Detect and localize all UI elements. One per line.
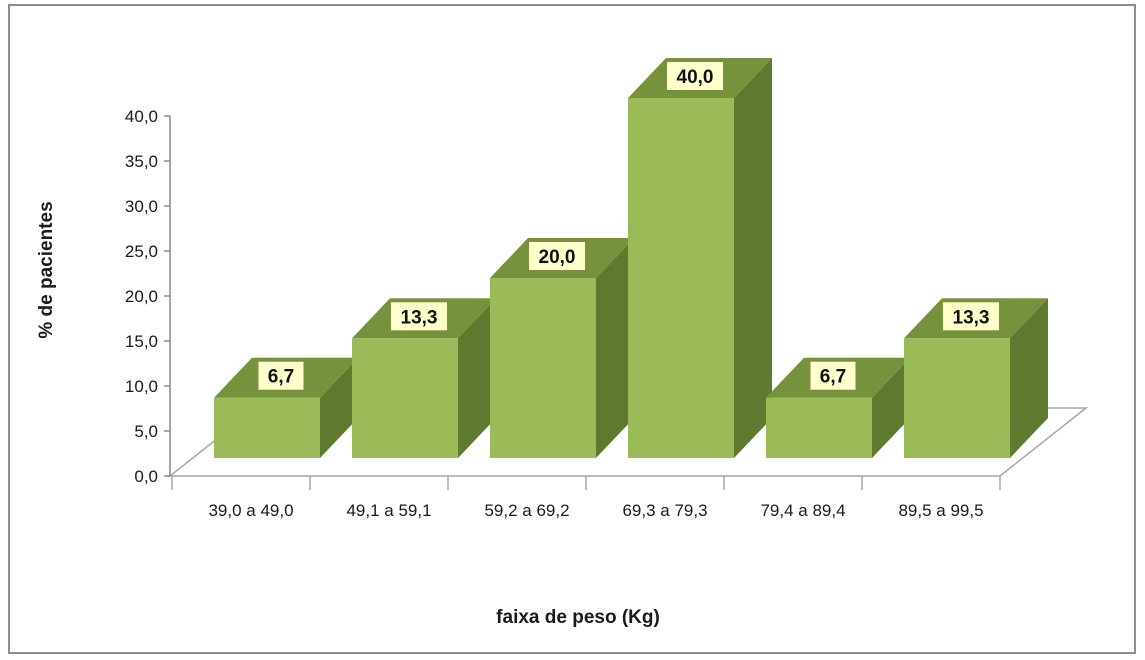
bar [490,238,634,458]
bar-side [320,357,358,458]
y-tick-label: 0,0 [134,467,158,486]
data-labels: 6,7 13,3 20,0 40,0 6,7 13,3 [258,62,999,390]
x-tick-label: 89,5 a 99,5 [898,501,983,520]
data-label-background [258,361,304,390]
y-tick-label: 20,0 [125,287,158,306]
data-label-text: 20,0 [539,247,576,268]
data-label: 6,7 [258,361,304,390]
bar-side [1010,298,1048,458]
data-label: 13,3 [943,302,999,331]
data-label-text: 6,7 [268,367,294,388]
data-label-text: 6,7 [820,367,846,388]
data-label-background [943,302,999,331]
x-tick-label: 49,1 a 59,1 [346,501,431,520]
bar-front [214,397,320,458]
data-label-text: 13,3 [401,307,438,328]
bars [214,58,1048,458]
bar-front [904,338,1010,458]
bar-front [628,98,734,458]
data-label-text: 13,3 [953,307,990,328]
bar [628,58,772,458]
y-axis-title: % de pacientes [36,201,57,338]
y-axis: 0,0 5,0 10,0 15,0 20,0 25,0 30,0 35,0 40,0 [125,107,171,486]
bar-front [352,338,458,458]
x-axis: 39,0 a 49,0 49,1 a 59,1 59,2 a 69,2 69,3 a … [171,476,1001,520]
bar-side [596,238,634,458]
y-tick-label: 30,0 [125,197,158,216]
data-label: 20,0 [529,242,585,270]
data-label-background [391,302,447,331]
data-label-background [529,242,585,270]
y-tick-label: 25,0 [125,242,158,261]
y-tick-label: 35,0 [125,152,158,171]
data-label: 13,3 [391,302,447,331]
data-label: 40,0 [667,62,723,90]
x-tick-label: 79,4 a 89,4 [760,501,845,520]
bar-side [458,298,496,458]
x-axis-title: faixa de peso (Kg) [496,607,660,628]
data-label: 6,7 [810,361,856,390]
data-label-background [667,62,723,90]
bar-front [490,278,596,458]
y-tick-label: 15,0 [125,332,158,351]
bar [904,298,1048,458]
y-tick-label: 5,0 [134,422,158,441]
data-label-background [810,361,856,390]
bar-front [766,397,872,458]
x-tick-label: 59,2 a 69,2 [484,501,569,520]
y-tick-label: 40,0 [125,107,158,126]
bar-side [734,58,772,458]
data-label-text: 40,0 [677,67,714,88]
bar [766,357,910,458]
y-tick-label: 10,0 [125,377,158,396]
bar-side [872,357,910,458]
x-tick-label: 69,3 a 79,3 [622,501,707,520]
x-tick-label: 39,0 a 49,0 [208,501,293,520]
